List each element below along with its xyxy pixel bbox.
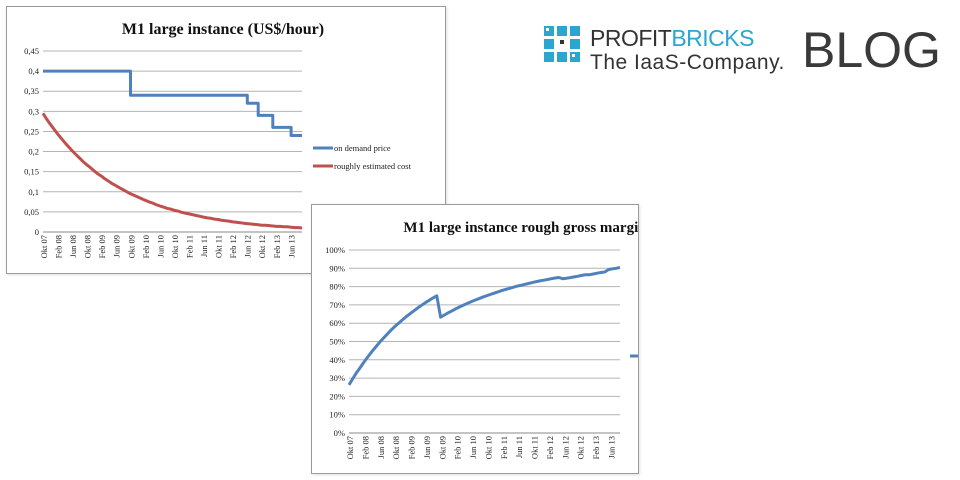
price-chart-panel: M1 large instance (US$/hour) 0 0,05 0,1 0,15… (6, 6, 446, 274)
legend-label: on demand price (334, 143, 391, 153)
x-tick-label: Okt 07 (39, 235, 49, 258)
x-tick-label: Feb 08 (360, 436, 370, 459)
x-tick-label: Feb 11 (184, 235, 194, 258)
chart-title: M1 large instance (US$/hour) (122, 21, 324, 38)
x-tick-label: Okt 09 (126, 235, 136, 258)
x-tick-label: Okt 09 (437, 436, 447, 459)
x-tick-label: Jun 08 (376, 436, 386, 458)
x-tick-label: Okt 12 (576, 436, 586, 459)
brand-name-part2: BRICKS (671, 25, 754, 51)
y-tick-label: 100% (325, 245, 345, 255)
x-tick-label: Jun 10 (155, 235, 165, 257)
margin-chart: M1 large instance rough gross margin 0% 10… (325, 220, 638, 459)
y-tick-label: 0,35 (24, 86, 39, 96)
logo-graphic: PROFITBRICKS The IaaS-Company. BLOG (544, 22, 941, 78)
y-tick-label: 70% (329, 300, 345, 310)
x-tick-label: Feb 10 (453, 436, 463, 459)
legend-label: roughly estimated cost (334, 161, 412, 171)
y-tick-label: 40% (329, 355, 345, 365)
x-tick-label: Okt 10 (170, 235, 180, 258)
x-tick-label: Feb 13 (272, 235, 282, 258)
x-tick-label: Okt 08 (83, 235, 93, 258)
x-tick-label: Jun 11 (199, 235, 209, 257)
series-line (41, 112, 303, 230)
y-tick-label: 0,2 (28, 147, 39, 157)
y-tick-label: 30% (329, 373, 345, 383)
margin-chart-panel: M1 large instance rough gross margin 0% 10… (311, 204, 639, 474)
y-tick-label: 10% (329, 410, 345, 420)
series-line (347, 265, 621, 386)
profitbricks-blog-logo: PROFITBRICKS The IaaS-Company. BLOG (542, 22, 942, 78)
x-tick-label: Okt 10 (483, 436, 493, 459)
y-tick-label: 80% (329, 282, 345, 292)
y-tick-label: 0,1 (28, 187, 39, 197)
x-tick-label: Jun 13 (286, 235, 296, 257)
x-tick-label: Jun 13 (607, 436, 617, 458)
x-tick-label: Feb 09 (407, 436, 417, 459)
y-tick-label: 0,3 (28, 106, 39, 116)
x-tick-label: Okt 11 (530, 436, 540, 459)
x-tick-label: Okt 08 (391, 436, 401, 459)
y-tick-label: 0,25 (24, 126, 39, 136)
x-tick-label: Jun 12 (560, 436, 570, 458)
y-tick-label: 0,15 (24, 167, 39, 177)
x-tick-label: Feb 08 (54, 235, 64, 258)
x-tick-label: Okt 12 (257, 235, 267, 258)
x-tick-label: Jun 08 (68, 235, 78, 257)
price-chart: M1 large instance (US$/hour) 0 0,05 0,1 0,15… (24, 21, 412, 258)
y-tick-label: 0,4 (28, 66, 39, 76)
x-tick-label: Okt 11 (214, 235, 224, 258)
x-tick-label: Okt 07 (345, 436, 355, 459)
blog-label: BLOG (802, 22, 941, 78)
brand-tagline: The IaaS-Company. (590, 51, 785, 74)
x-tick-label: Jun 11 (514, 436, 524, 458)
x-tick-label: Feb 12 (228, 235, 238, 258)
x-tick-label: Feb 09 (97, 235, 107, 258)
y-tick-label: 0 (35, 227, 39, 237)
x-tick-label: Feb 13 (591, 436, 601, 459)
x-tick-label: Jun 09 (112, 235, 122, 257)
x-tick-label: Jun 12 (243, 235, 253, 257)
y-tick-label: 50% (329, 337, 345, 347)
y-tick-label: 60% (329, 318, 345, 328)
x-tick-label: Feb 11 (499, 436, 509, 459)
x-tick-label: Feb 12 (545, 436, 555, 459)
series-line (43, 69, 302, 137)
y-tick-label: 0,45 (24, 46, 39, 56)
y-tick-label: 0,05 (24, 207, 39, 217)
brand-name-part1: PROFIT (590, 25, 672, 51)
bricks-mark-icon (544, 26, 580, 62)
x-tick-label: Feb 10 (141, 235, 151, 258)
chart-title: M1 large instance rough gross margin (403, 220, 638, 236)
x-tick-label: Jun 09 (422, 436, 432, 458)
y-tick-label: 90% (329, 263, 345, 273)
y-tick-label: 0% (334, 428, 345, 438)
y-tick-label: 20% (329, 391, 345, 401)
brand-name: PROFITBRICKS (590, 25, 754, 51)
x-tick-label: Jun 10 (468, 436, 478, 458)
